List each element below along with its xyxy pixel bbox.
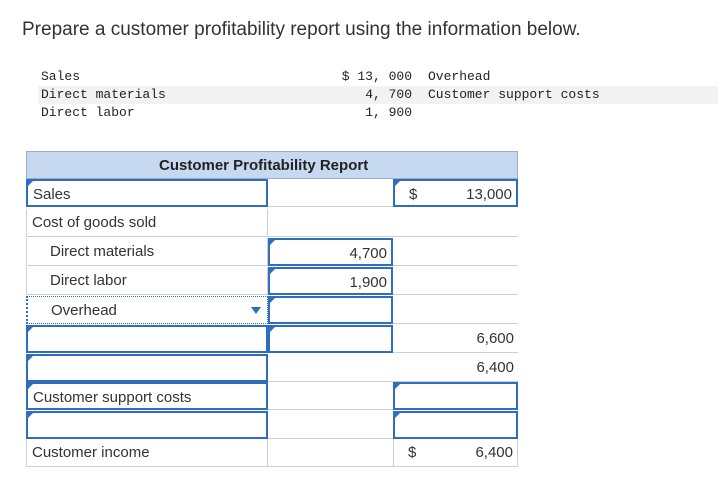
currency-symbol: $ [408,444,417,461]
info-row-direct-labor: Direct labor 1, 900 [38,104,718,122]
row7-value: 6,400 [476,359,514,376]
info-amount: 1, 900 [365,105,412,120]
empty-cell [268,382,393,410]
dm-cell: Direct materials [26,238,268,266]
row6-label-input[interactable] [26,325,268,353]
row7-label-input[interactable] [26,354,268,382]
sales-value: 13,000 [466,186,512,203]
dl-value: 1,900 [349,274,387,291]
income-label: Customer income [32,444,150,461]
info-label: Direct labor [41,105,135,120]
empty-cell [268,179,393,207]
income-cell: Customer income [26,439,268,467]
empty-cell [393,209,518,237]
empty-cell [393,296,518,324]
row6-value-cell: 6,600 [393,325,518,353]
empty-cell [393,238,518,266]
row-subtotal-2: 6,400 [26,354,518,382]
dl-cell: Direct labor [26,267,268,295]
info-label: Sales [41,69,81,84]
empty-cell [268,209,393,237]
row-direct-labor: Direct labor 1,900 [26,267,518,295]
report-header: Customer Profitability Report [26,151,518,179]
row-sales: Sales $ 13,000 [26,179,518,207]
row-support-costs: Customer support costs [26,382,518,410]
cogs-label: Cost of goods sold [32,214,157,231]
cogs-cell: Cost of goods sold [26,209,268,237]
question-text: Prepare a customer profitability report … [22,19,581,40]
row6-mid-input[interactable] [268,325,393,353]
sales-value-input[interactable]: $ 13,000 [393,179,518,207]
row7-value-cell: 6,400 [393,354,518,382]
overhead-dropdown[interactable]: Overhead [26,296,268,324]
report-title: Customer Profitability Report [159,157,369,174]
empty-cell [268,354,393,382]
row-customer-income: Customer income $ 6,400 [26,439,518,467]
info-amount: $ 13, 000 [341,69,412,84]
row9-value-input[interactable] [393,411,518,439]
currency-symbol: $ [409,186,418,203]
row-cogs: Cost of goods sold [26,209,518,237]
dm-value-input[interactable]: 4,700 [268,238,393,266]
dm-value: 4,700 [349,245,387,262]
info-label: Direct materials [41,87,166,102]
income-value-cell: $ 6,400 [393,439,518,467]
support-value-input[interactable] [393,382,518,410]
info-amount: 4, 700 [365,87,412,102]
row-subtotal-1: 6,600 [26,325,518,353]
info-row-direct-materials: Direct materials 4, 700 Customer support… [38,86,718,104]
empty-cell [268,411,393,439]
row-blank [26,411,518,439]
customer-profitability-report: Customer Profitability Report Sales $ 13… [26,151,518,467]
empty-cell [393,267,518,295]
sales-label: Sales [33,186,71,203]
overhead-label: Overhead [51,302,117,319]
dl-label: Direct labor [50,272,127,289]
dropdown-arrow-icon[interactable] [251,307,261,314]
income-value: 6,400 [475,444,513,461]
overhead-value-input[interactable] [268,296,393,324]
info-label-2: Customer support costs [428,87,600,102]
info-label-2: Overhead [428,69,491,84]
info-row-sales: Sales $ 13, 000 Overhead [38,68,718,86]
support-label-input[interactable]: Customer support costs [26,382,268,410]
dl-value-input[interactable]: 1,900 [268,267,393,295]
row-direct-materials: Direct materials 4,700 [26,238,518,266]
support-label: Customer support costs [33,389,192,406]
sales-label-input[interactable]: Sales [26,179,268,207]
row6-value: 6,600 [476,330,514,347]
empty-cell [268,439,393,467]
row9-label-input[interactable] [26,411,268,439]
row-overhead: Overhead [26,296,518,324]
dm-label: Direct materials [50,243,155,260]
